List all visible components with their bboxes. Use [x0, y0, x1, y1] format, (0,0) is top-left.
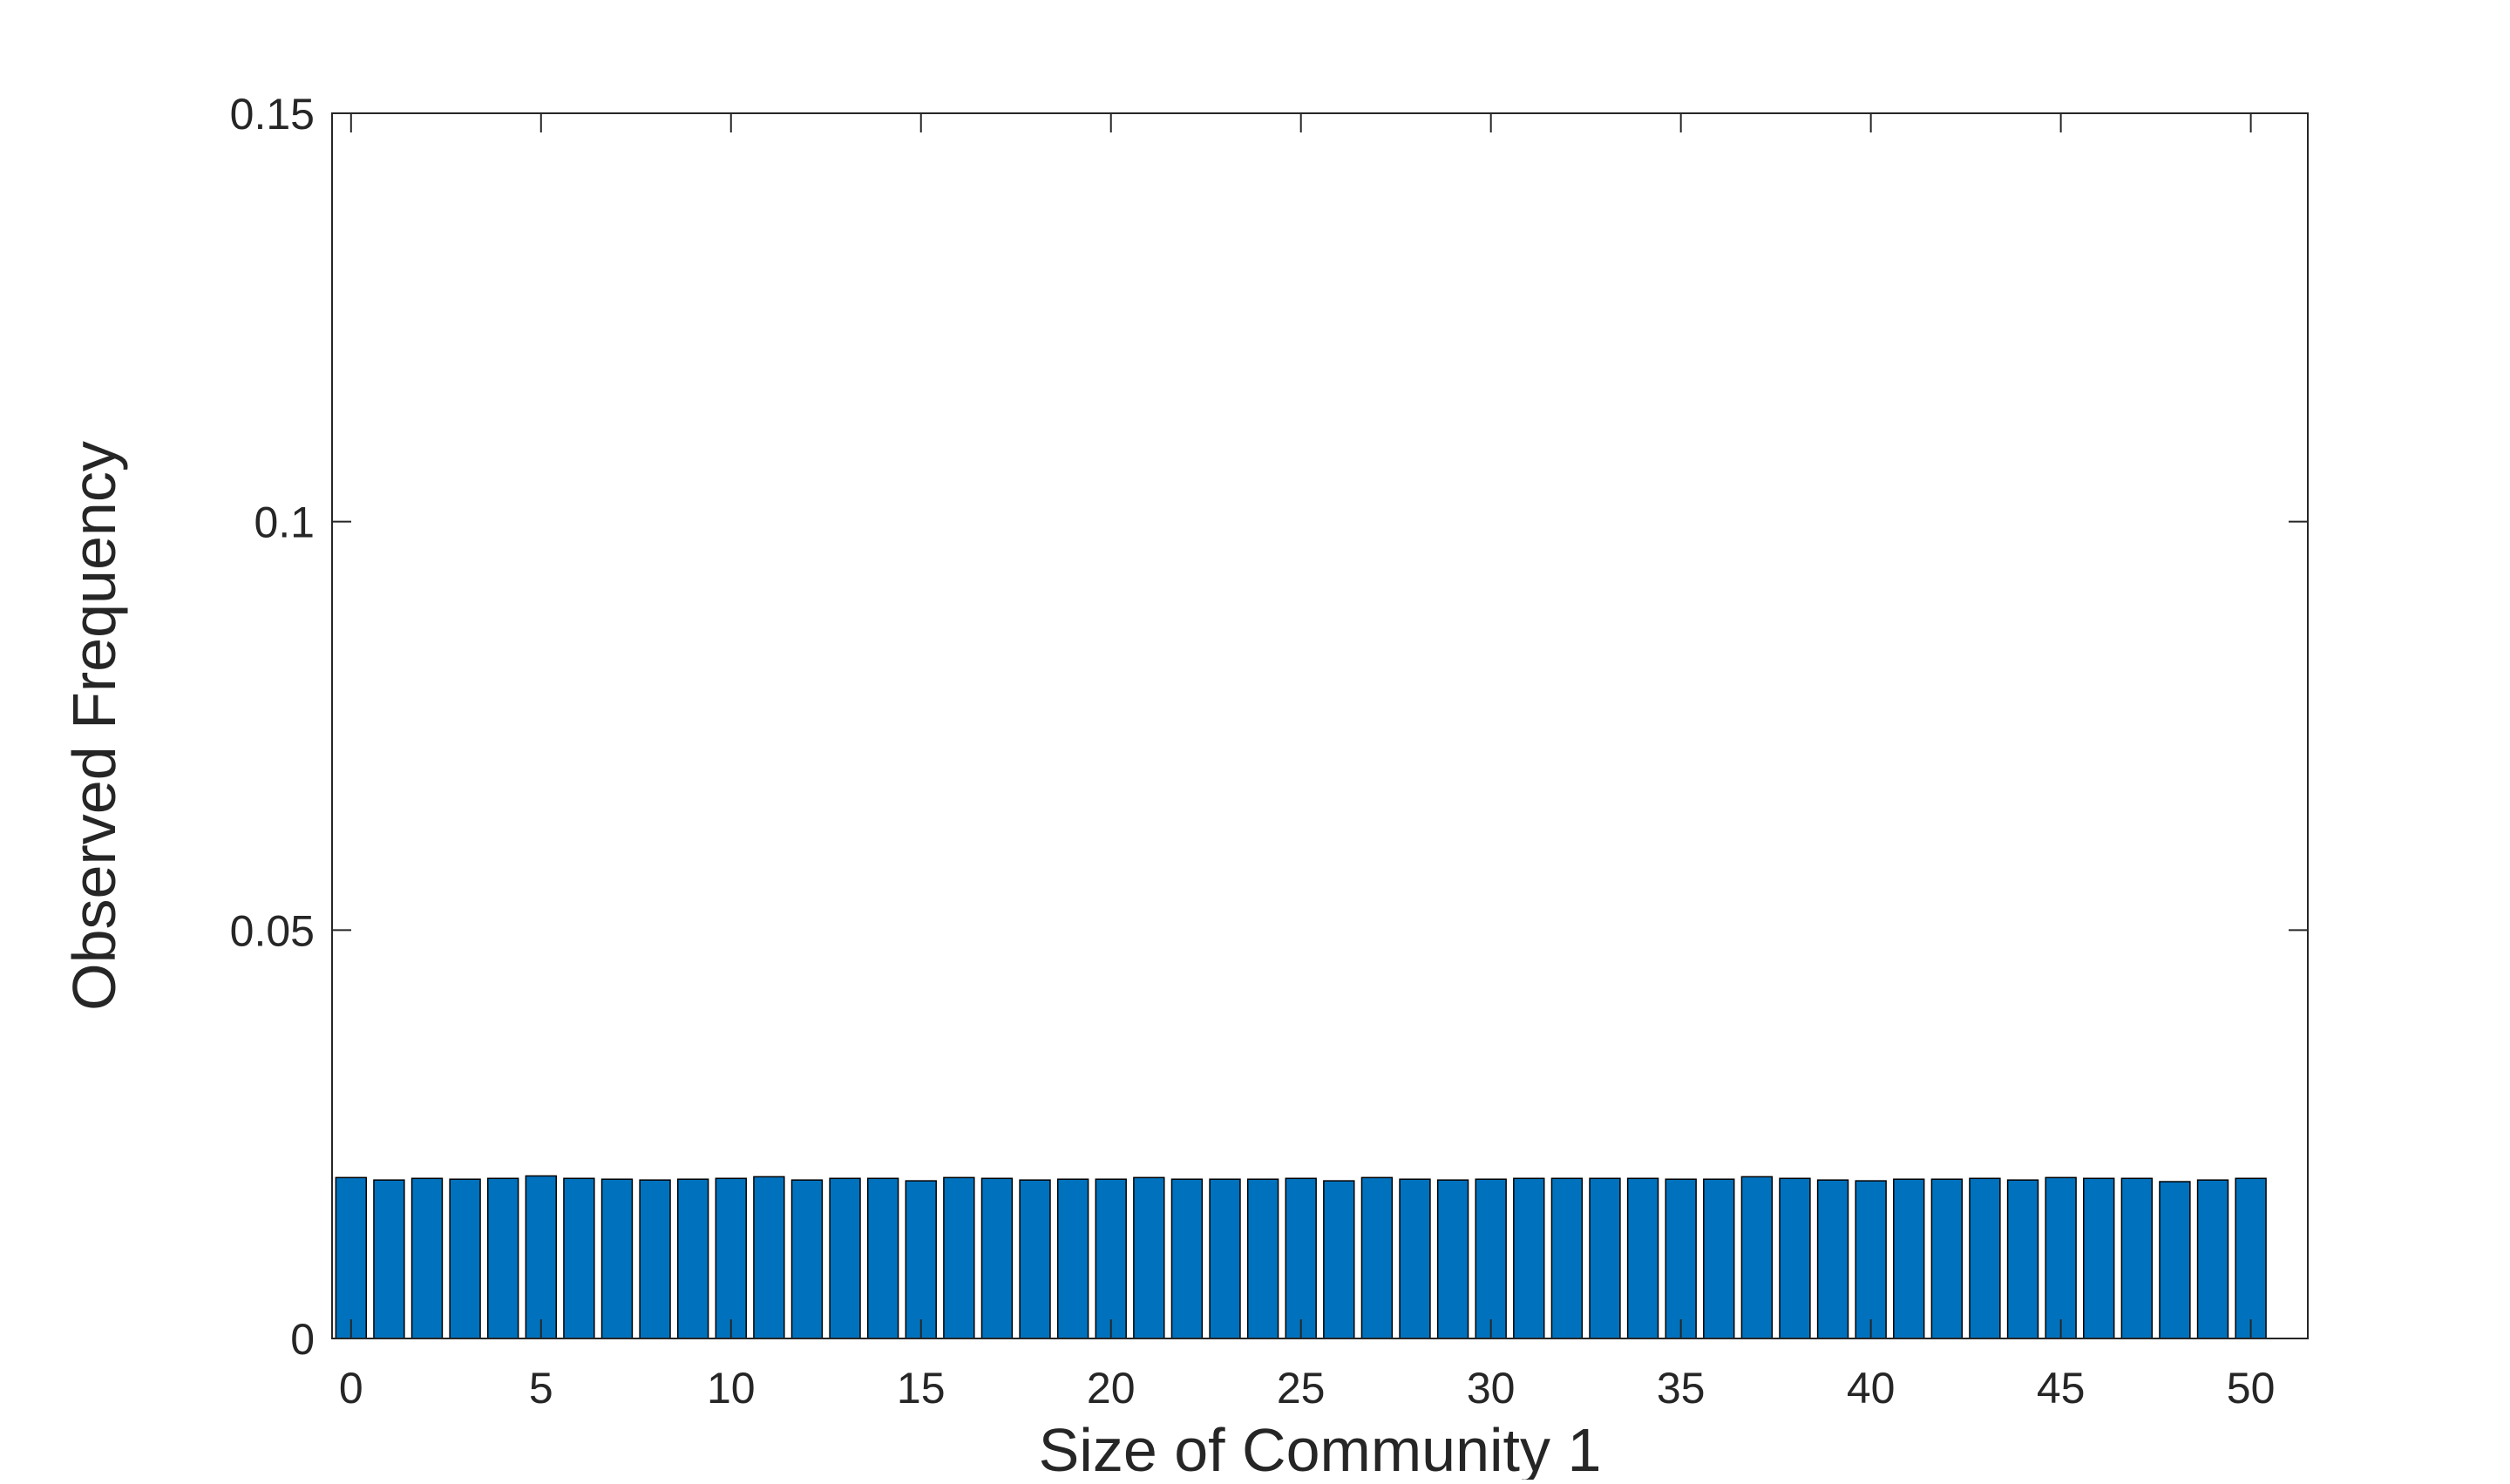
x-tick-label: 35: [1657, 1364, 1706, 1413]
y-tick-label: 0.1: [254, 498, 315, 547]
y-axis-label: Observed Frequency: [60, 441, 128, 1011]
y-tick-label: 0.15: [230, 90, 315, 139]
x-tick-label: 25: [1277, 1364, 1326, 1413]
bar-28: [1399, 1178, 1431, 1339]
bar-42: [1930, 1178, 1964, 1339]
bar-29: [1436, 1179, 1469, 1339]
y-tick-label: 0.05: [230, 906, 315, 955]
bar-5: [525, 1175, 557, 1339]
bar-23: [1209, 1178, 1241, 1339]
bar-50: [2235, 1177, 2267, 1339]
x-tick-label: 45: [2037, 1364, 2086, 1413]
bar-10: [715, 1177, 747, 1339]
bar-21: [1133, 1176, 1165, 1339]
bar-44: [2006, 1179, 2039, 1339]
x-tick-label: 50: [2227, 1364, 2276, 1413]
bar-48: [2159, 1181, 2191, 1339]
bar-11: [753, 1176, 785, 1339]
bar-12: [790, 1179, 824, 1339]
bar-41: [1893, 1178, 1925, 1339]
bar-7: [600, 1178, 634, 1339]
y-tick-label: 0: [290, 1315, 315, 1364]
bars-layer: [335, 1175, 2267, 1339]
bar-2: [410, 1177, 444, 1339]
bar-3: [449, 1178, 481, 1339]
bar-15: [905, 1180, 937, 1339]
bar-30: [1475, 1178, 1507, 1339]
bar-38: [1779, 1177, 1811, 1339]
x-tick-label: 15: [897, 1364, 946, 1413]
axes-box: [331, 112, 2309, 1339]
axes-layer: 0 5 10 15 20 25 30 35 40 45 50 0 0.05 0.1 0.15: [230, 90, 2309, 1413]
bar-25: [1285, 1177, 1317, 1339]
bar-35: [1665, 1178, 1697, 1339]
bar-6: [563, 1177, 595, 1339]
bar-32: [1550, 1177, 1584, 1339]
bar-39: [1816, 1179, 1849, 1339]
x-tick-label: 40: [1847, 1364, 1896, 1413]
bar-20: [1095, 1178, 1127, 1339]
bar-9: [676, 1178, 709, 1339]
bar-46: [2083, 1177, 2115, 1339]
bar-49: [2196, 1179, 2229, 1339]
bar-33: [1589, 1177, 1621, 1339]
bar-17: [980, 1177, 1014, 1339]
bar-43: [1969, 1177, 2001, 1339]
bar-31: [1513, 1177, 1545, 1339]
bar-45: [2045, 1176, 2077, 1339]
bar-8: [639, 1179, 671, 1339]
bar-24: [1246, 1178, 1279, 1339]
bar-13: [829, 1177, 861, 1339]
x-tick-label: 5: [529, 1364, 553, 1413]
bar-4: [486, 1177, 519, 1339]
x-tick-label: 30: [1467, 1364, 1516, 1413]
bar-37: [1740, 1176, 1774, 1339]
bar-27: [1360, 1176, 1394, 1339]
bar-0: [335, 1176, 367, 1339]
bar-34: [1626, 1177, 1659, 1339]
bar-26: [1323, 1180, 1355, 1339]
bar-19: [1056, 1178, 1089, 1339]
x-tick-label: 10: [707, 1364, 756, 1413]
x-tick-label: 20: [1087, 1364, 1136, 1413]
bar-18: [1019, 1179, 1051, 1339]
bar-47: [2120, 1177, 2154, 1339]
labels-layer: Size of Community 1 Observed Frequency: [60, 441, 1602, 1484]
bar-40: [1855, 1180, 1887, 1339]
bar-36: [1703, 1178, 1735, 1339]
bar-1: [373, 1179, 405, 1339]
bar-14: [866, 1177, 899, 1339]
bar-16: [943, 1176, 975, 1339]
bar-22: [1170, 1178, 1204, 1339]
x-axis-label: Size of Community 1: [1039, 1416, 1602, 1480]
x-tick-label: 0: [339, 1364, 363, 1413]
